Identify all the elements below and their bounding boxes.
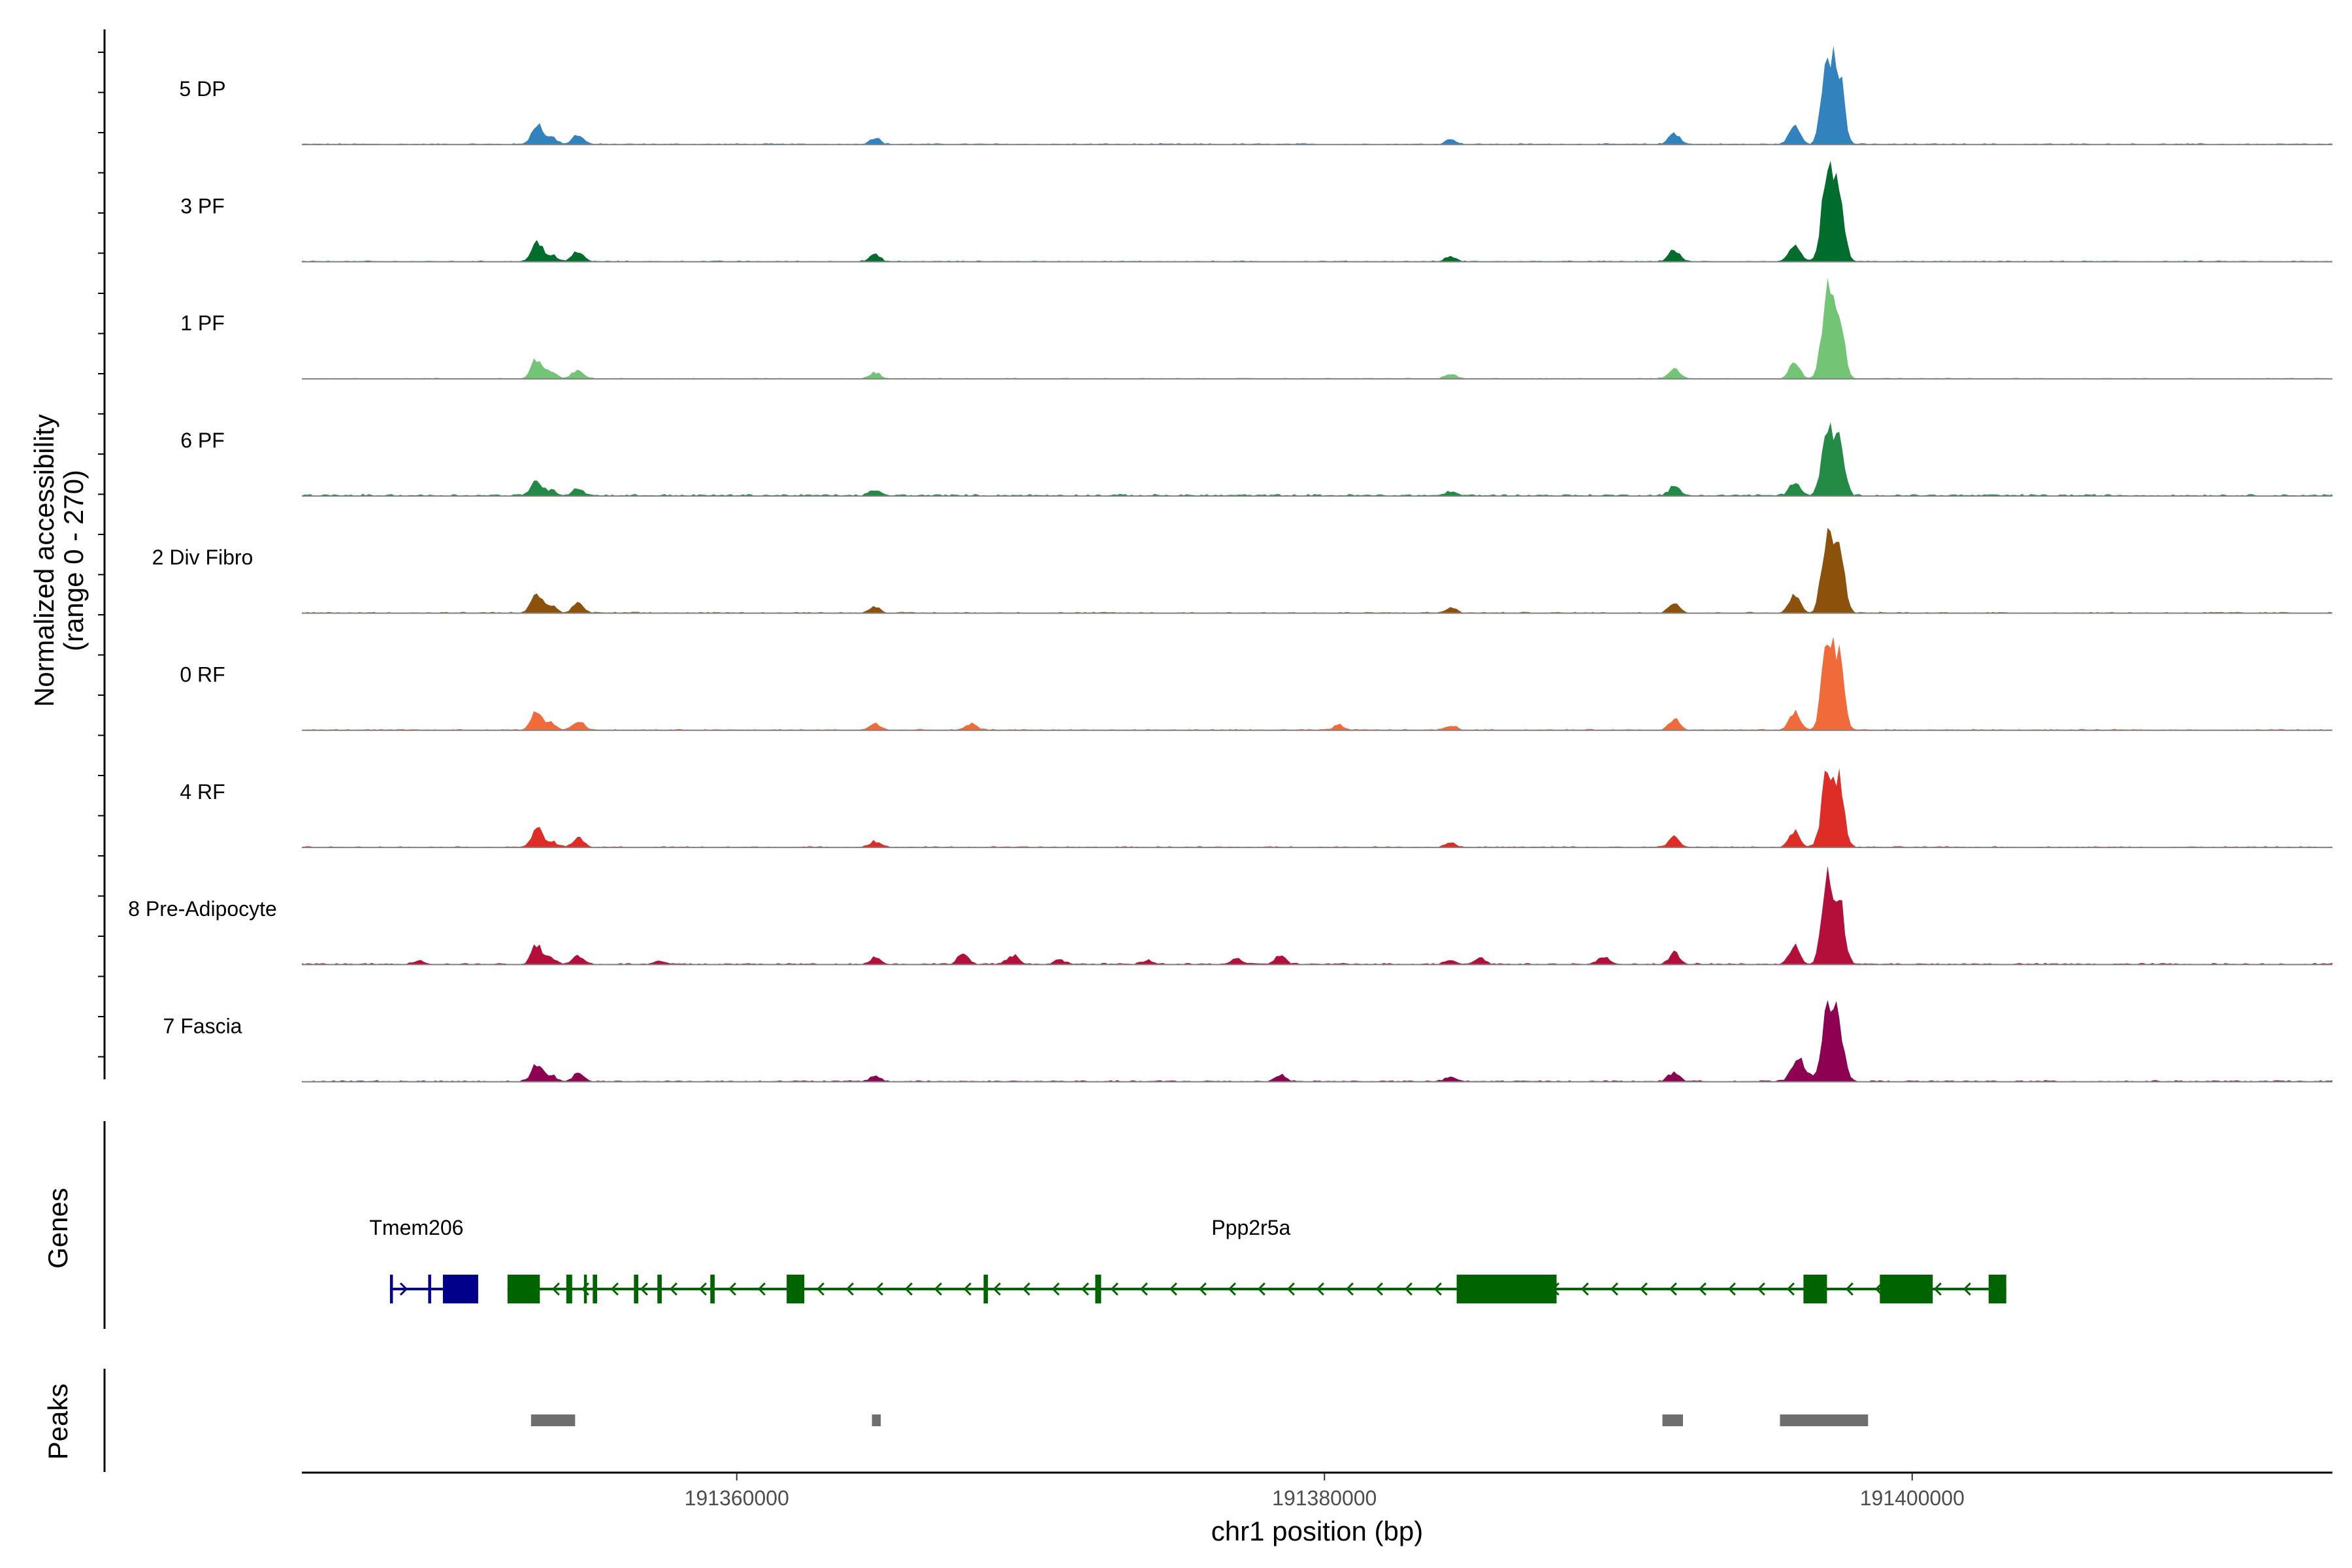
coverage-area-5 — [302, 636, 2332, 730]
exon — [389, 1275, 393, 1303]
strand-arrow — [1051, 1282, 1060, 1296]
x-axis-ticks: 191360000 191380000 191400000 — [685, 1473, 1965, 1510]
x-tick-label: 191380000 — [1272, 1486, 1377, 1510]
peaks-panel-title: Peaks — [42, 1384, 73, 1460]
strand-arrow — [992, 1282, 1001, 1296]
track-label-0: 5 DP — [179, 77, 225, 101]
exon — [983, 1275, 988, 1303]
strand-arrow — [1110, 1282, 1119, 1296]
y-axis-title-line1: Normalized accessibility — [29, 414, 59, 707]
track-label-7: 8 Pre-Adipocyte — [128, 897, 277, 921]
x-axis-title: chr1 position (bp) — [1211, 1516, 1424, 1546]
coverage-area-6 — [302, 768, 2332, 848]
coverage-area-4 — [302, 527, 2332, 613]
track-label-6: 4 RF — [180, 780, 225, 804]
strand-arrow — [845, 1282, 854, 1296]
strand-arrow — [1639, 1282, 1648, 1296]
strand-arrow — [698, 1282, 707, 1296]
exon — [634, 1275, 638, 1303]
strand-arrow — [610, 1282, 619, 1296]
coverage-area-3 — [302, 422, 2332, 497]
track-label-3: 6 PF — [180, 429, 225, 452]
track-label-2: 1 PF — [180, 312, 225, 335]
peak-bar — [1780, 1414, 1869, 1426]
strand-arrow — [1139, 1282, 1148, 1296]
strand-arrow — [1757, 1282, 1765, 1296]
y-axis-title-line2: (range 0 - 270) — [58, 470, 89, 651]
exon — [1880, 1275, 1933, 1303]
exon — [593, 1275, 597, 1303]
coverage-area-8 — [302, 1000, 2332, 1082]
strand-arrow — [1375, 1282, 1383, 1296]
coverage-area-7 — [302, 866, 2332, 965]
strand-arrow — [1786, 1282, 1795, 1296]
coverage-area-2 — [302, 278, 2332, 379]
peak-bar — [872, 1414, 881, 1426]
strand-arrow — [1580, 1282, 1589, 1296]
strand-arrow — [1727, 1282, 1736, 1296]
strand-arrow — [963, 1282, 972, 1296]
gene-label-0: Tmem206 — [369, 1216, 463, 1239]
track-label-8: 7 Fascia — [163, 1014, 242, 1037]
strand-arrow — [1345, 1282, 1354, 1296]
gene-annotation-track: Tmem206 Ppp2r5a — [369, 1216, 2006, 1303]
exon — [507, 1275, 540, 1303]
gene-label-1: Ppp2r5a — [1211, 1216, 1290, 1239]
strand-arrow — [399, 1282, 408, 1296]
strand-arrow — [1257, 1282, 1266, 1296]
strand-arrow — [1433, 1282, 1442, 1296]
strand-arrow — [934, 1282, 942, 1296]
exon — [566, 1275, 572, 1303]
strand-arrow — [1933, 1282, 1942, 1296]
strand-arrow — [1610, 1282, 1618, 1296]
track-label-5: 0 RF — [180, 663, 225, 687]
strand-arrow — [1286, 1282, 1295, 1296]
peak-track — [531, 1414, 1869, 1426]
coverage-y-axis-ticks — [98, 52, 105, 1058]
strand-arrow — [1669, 1282, 1677, 1296]
exon — [1456, 1275, 1557, 1303]
strand-arrow — [1198, 1282, 1207, 1296]
x-tick-label: 191400000 — [1860, 1486, 1965, 1510]
strand-arrow — [1228, 1282, 1236, 1296]
exon — [428, 1275, 431, 1303]
strand-arrow — [1169, 1282, 1177, 1296]
exon — [1988, 1275, 2006, 1303]
x-tick-label: 191360000 — [685, 1486, 789, 1510]
strand-arrow — [1404, 1282, 1413, 1296]
coverage-tracks: 5 DP 3 PF 1 PF 6 PF 2 Div Fibro 0 RF 4 RF 8 Pre… — [128, 46, 2332, 1083]
exon — [1095, 1275, 1102, 1303]
exon — [787, 1275, 805, 1303]
strand-arrow — [1698, 1282, 1707, 1296]
exon — [1803, 1275, 1827, 1303]
coverage-area-1 — [302, 161, 2332, 262]
strand-arrow — [1022, 1282, 1030, 1296]
genes-panel-title: Genes — [42, 1188, 73, 1269]
strand-arrow — [1081, 1282, 1089, 1296]
track-label-4: 2 Div Fibro — [152, 546, 253, 569]
coverage-area-0 — [302, 46, 2332, 145]
strand-arrow — [904, 1282, 913, 1296]
exon — [583, 1275, 587, 1303]
strand-arrow — [669, 1282, 678, 1296]
peak-bar — [531, 1414, 576, 1426]
strand-arrow — [1845, 1282, 1854, 1296]
peak-bar — [1662, 1414, 1683, 1426]
strand-arrow — [816, 1282, 825, 1296]
strand-arrow — [1963, 1282, 1971, 1296]
strand-arrow — [728, 1282, 736, 1296]
exon — [657, 1275, 662, 1303]
strand-arrow — [875, 1282, 883, 1296]
strand-arrow — [640, 1282, 648, 1296]
strand-arrow — [551, 1282, 560, 1296]
track-label-1: 3 PF — [180, 194, 225, 218]
exon — [710, 1275, 715, 1303]
strand-arrow — [1316, 1282, 1324, 1296]
exon — [442, 1275, 478, 1303]
strand-arrow — [757, 1282, 766, 1296]
